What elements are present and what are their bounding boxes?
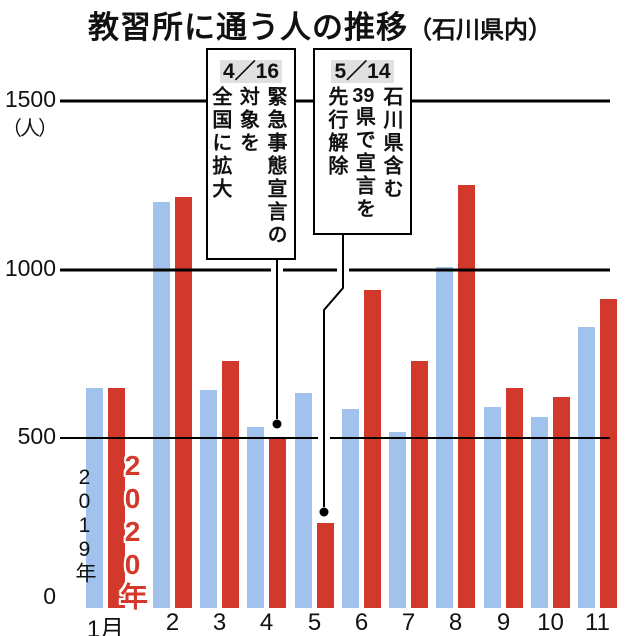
y-tick-500: 500 [17,423,56,449]
bar-2019年-month-8 [436,267,453,608]
annotation-line: 全国に拡大 [208,86,231,201]
annotation-leader-may14 [319,234,344,517]
bar-2020年-month-9 [506,388,523,608]
x-tick-month-5: 5 [307,609,322,636]
bar-2020年-month-10 [553,397,570,608]
y-axis-unit: （人） [2,118,58,140]
annotation-line: 緊急事態宣言の [264,86,286,247]
x-tick-month-11: 11 [585,609,610,636]
series-label-2020: 2020年 [117,450,148,612]
x-tick-month-10: 10 [537,609,564,636]
bar-2019年-month-7 [389,432,406,608]
y-tick-0: 0 [43,583,56,609]
bar-2019年-month-2 [153,202,170,608]
bar-2019年-month-5 [295,393,312,608]
y-tick-1000: 1000 [4,255,56,281]
bar-2020年-month-6 [364,290,381,608]
chart-title-main: 教習所に通う人の推移 [88,10,408,45]
annotation-line: 対象を [236,86,259,155]
annotation-leader-apr16 [272,259,282,429]
annotation-text-may14: 石川県含む 39県で宣言を 先行解除 [318,86,404,230]
bar-2020年-month-7 [411,361,428,608]
annotation-line: 先行解除 [324,86,347,178]
x-tick-month-7: 7 [401,609,416,636]
bar-2019年-month-1 [86,388,103,608]
x-tick-month-4: 4 [259,609,274,636]
x-tick-month-3: 3 [212,609,227,636]
leader-dot-may14 [319,507,329,517]
bar-2020年-month-8 [458,185,475,608]
bar-2019年-month-10 [531,417,548,608]
annotation-date-may14: 5／14 [315,55,410,85]
chart-title-region: （石川県内） [408,17,552,44]
x-tick-month-1: 1月 [86,616,125,636]
bar-2020年-month-4 [269,437,286,608]
annotation-text-apr16: 緊急事態宣言の 対象を 全国に拡大 [209,86,288,255]
x-tick-month-2: 2 [165,609,180,636]
bar-2020年-month-2 [175,197,192,608]
annotation-box-apr16: 4／16 緊急事態宣言の 対象を 全国に拡大 [206,48,296,260]
bar-2019年-month-11 [578,327,595,608]
annotation-box-may14: 5／14 石川県含む 39県で宣言を 先行解除 [313,48,412,235]
annotation-line: 石川県含む [380,86,402,201]
leader-dot-apr16 [272,419,282,429]
chart-title: 教習所に通う人の推移（石川県内） [0,2,640,47]
bar-2019年-month-4 [247,427,264,608]
bar-2020年-month-11 [600,299,617,608]
x-tick-month-8: 8 [448,609,463,636]
series-label-2019: 2019年 [73,466,96,584]
bar-2019年-month-6 [342,409,359,608]
x-tick-month-9: 9 [496,609,511,636]
bar-2020年-month-5 [317,523,334,608]
bar-2019年-month-3 [200,390,217,608]
bar-2020年-month-3 [222,361,239,608]
y-tick-1500: 1500 [4,86,56,112]
annotation-line: 39県で宣言を [352,86,375,221]
bar-2019年-month-9 [484,407,501,608]
bar-2020年-month-1 [108,388,125,608]
annotation-date-apr16: 4／16 [208,55,294,85]
x-tick-month-6: 6 [354,609,369,636]
